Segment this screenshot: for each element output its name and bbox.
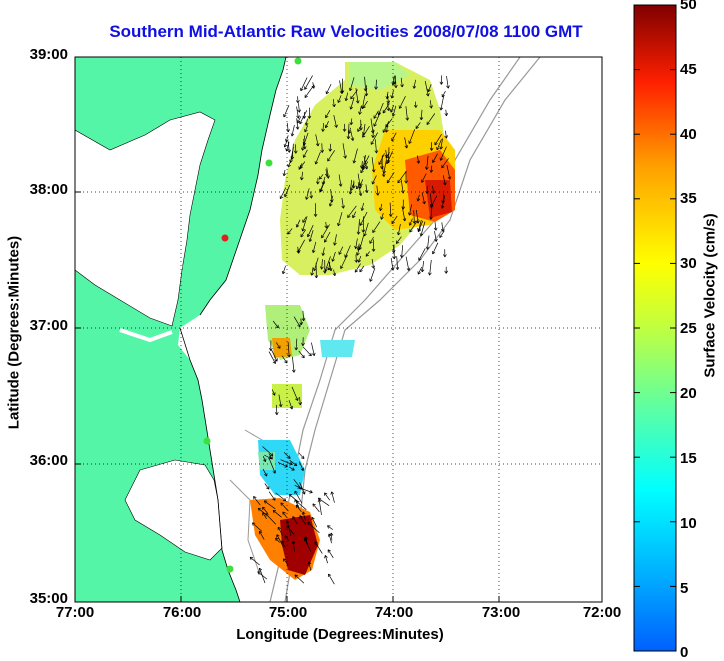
- radar-station-marker: [295, 58, 302, 65]
- radar-station-marker: [204, 438, 211, 445]
- radar-station-marker: [266, 160, 273, 167]
- velocity-patch: [272, 384, 302, 408]
- colorbar: [634, 5, 676, 651]
- radar-station-marker: [227, 566, 234, 573]
- radar-station-marker: [222, 235, 229, 242]
- velocity-patch: [320, 340, 355, 357]
